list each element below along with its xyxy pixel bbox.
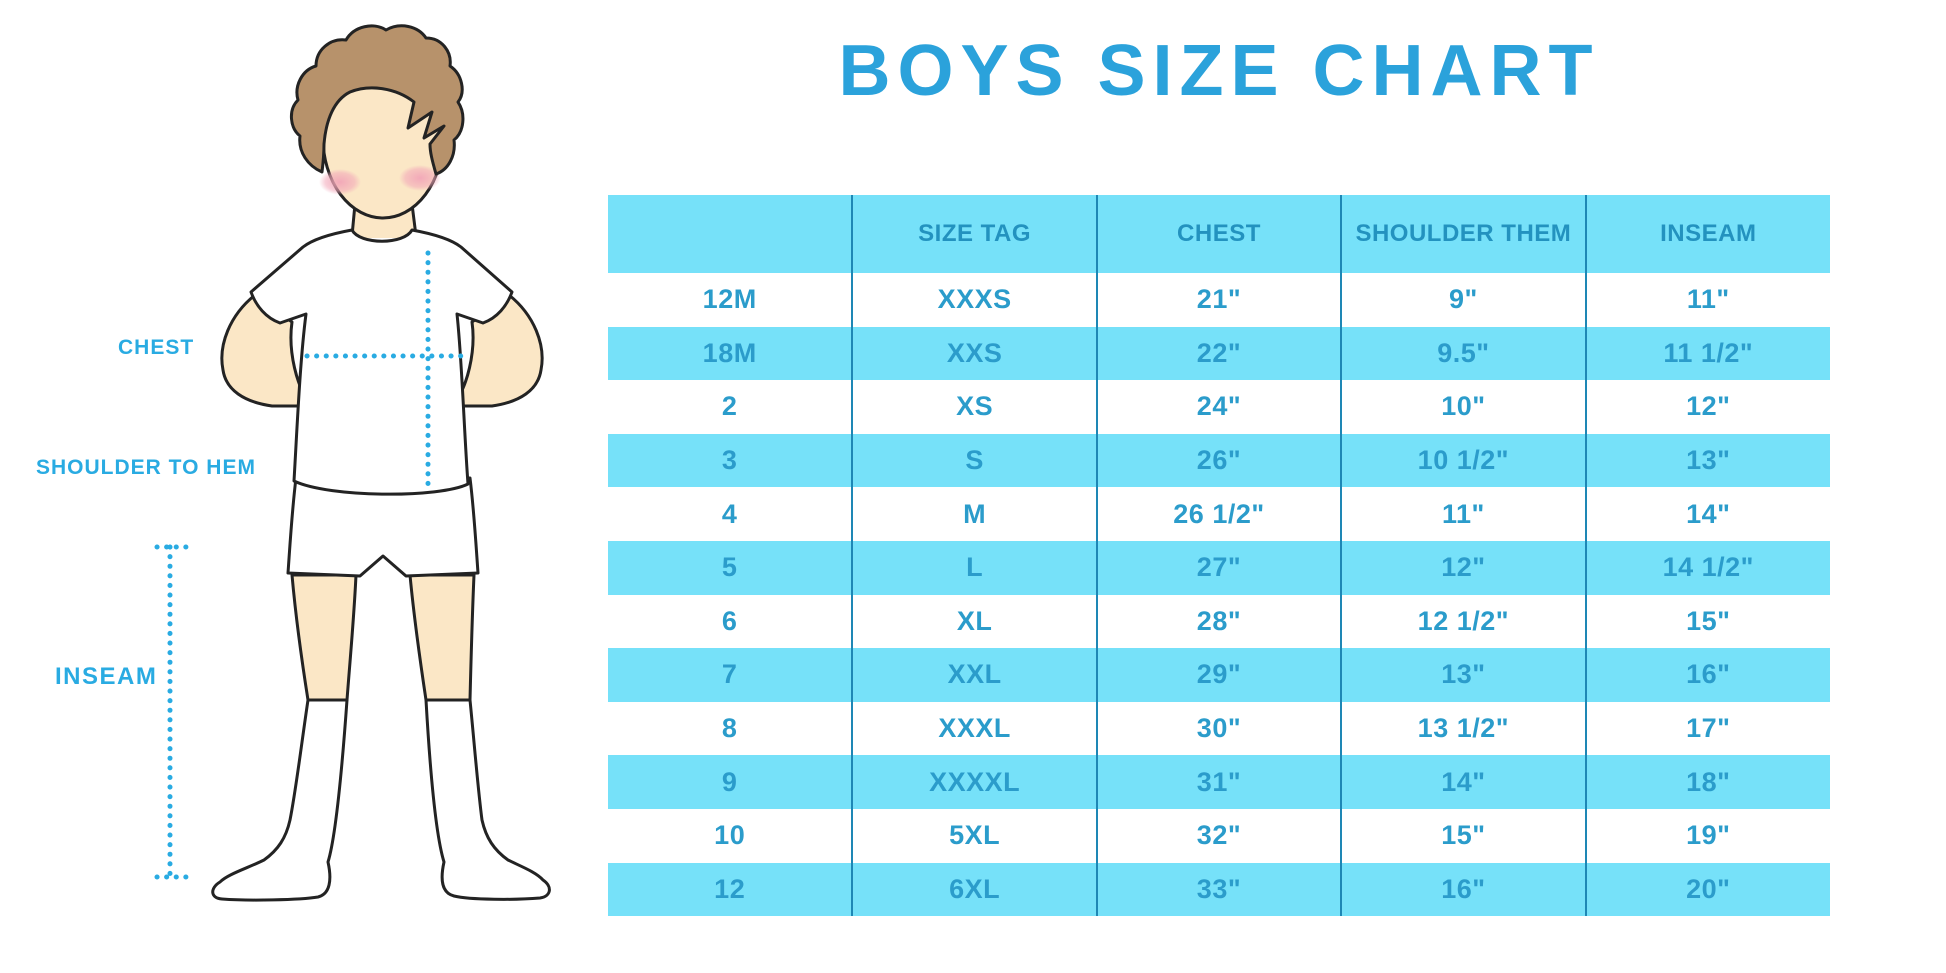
shoulder-to-hem-label: SHOULDER TO HEM xyxy=(36,456,256,479)
table-row: 18M XXS 22" 9.5" 11 1/2" xyxy=(608,326,1830,381)
value-cell: 9.5" xyxy=(1341,326,1587,381)
header-row: SIZE TAG CHEST SHOULDER THEM INSEAM xyxy=(608,195,1830,273)
size-cell: 18M xyxy=(608,326,854,381)
inseam-label: INSEAM xyxy=(55,663,158,690)
value-cell: 20" xyxy=(1686,873,1731,904)
value-cell: XL xyxy=(852,594,1098,649)
header-cell-size-tag: SIZE TAG xyxy=(852,195,1098,273)
value-cell: XXL xyxy=(852,648,1098,702)
header-cell-shoulder: SHOULDER THEM xyxy=(1341,195,1587,273)
table-row: 8 XXXL 30" 13 1/2" 17" xyxy=(608,701,1830,756)
size-cell: 6 xyxy=(608,594,854,649)
value-cell: 16" xyxy=(1341,862,1587,917)
table-row: 4 M 26 1/2" 11" 14" xyxy=(608,487,1830,541)
page-title: BOYS SIZE CHART xyxy=(838,31,1600,111)
table-row: 9 XXXXL 31" 14" 18" xyxy=(608,755,1830,809)
header-cell-blank xyxy=(608,195,854,273)
value-cell: 14" xyxy=(1341,755,1587,809)
value-cell: 33" xyxy=(1096,862,1343,917)
value-cell: 10 1/2" xyxy=(1341,433,1587,488)
value-cell: 13" xyxy=(1686,445,1731,476)
size-cell: 12 xyxy=(608,862,854,917)
table-row: 6 XL 28" 12 1/2" 15" xyxy=(608,594,1830,649)
size-cell: 7 xyxy=(608,648,854,702)
value-cell: 11 1/2" xyxy=(1663,337,1754,368)
value-cell: 18" xyxy=(1686,766,1731,797)
size-cell: 5 xyxy=(608,540,854,595)
value-cell: 27" xyxy=(1096,540,1343,595)
left-arm xyxy=(220,293,314,408)
value-cell: 11" xyxy=(1686,284,1730,315)
size-cell: 10 xyxy=(608,808,854,863)
value-cell: XXXL xyxy=(852,701,1098,756)
table-row: 12M XXXS 21" 9" 11" xyxy=(608,273,1830,327)
size-cell: 3 xyxy=(608,433,854,488)
size-cell: 4 xyxy=(608,487,854,541)
value-cell: 21" xyxy=(1096,273,1343,327)
chest-label: CHEST xyxy=(118,336,195,359)
size-cell: 12M xyxy=(608,273,854,327)
value-cell: 13 1/2" xyxy=(1341,701,1587,756)
value-cell: XXS xyxy=(852,326,1098,381)
table-row: 12 6XL 33" 16" 20" xyxy=(608,862,1830,917)
size-cell: 2 xyxy=(608,380,854,434)
value-cell: 29" xyxy=(1096,648,1343,702)
value-cell: 17" xyxy=(1686,713,1731,744)
value-cell: 10" xyxy=(1341,380,1587,434)
left-sock xyxy=(211,698,349,902)
value-cell: S xyxy=(852,433,1098,488)
header-cell-chest: CHEST xyxy=(1096,195,1343,273)
table-row: 5 L 27" 12" 14 1/2" xyxy=(608,540,1830,595)
value-cell: 13" xyxy=(1341,648,1587,702)
size-cell: 8 xyxy=(608,701,854,756)
value-cell: 26" xyxy=(1096,433,1343,488)
value-cell: XXXS xyxy=(852,273,1098,327)
header-cell-inseam: INSEAM xyxy=(1660,220,1757,247)
value-cell: 12" xyxy=(1341,540,1587,595)
size-table: SIZE TAG CHEST SHOULDER THEM INSEAM 12M X… xyxy=(608,195,1830,917)
value-cell: 14" xyxy=(1686,498,1731,529)
value-cell: 9" xyxy=(1341,273,1587,327)
value-cell: 6XL xyxy=(852,862,1098,917)
right-leg xyxy=(408,573,476,702)
size-table-header: SIZE TAG CHEST SHOULDER THEM INSEAM xyxy=(608,195,1830,273)
value-cell: 16" xyxy=(1686,659,1731,690)
table-row: 2 XS 24" 10" 12" xyxy=(608,380,1830,434)
hair xyxy=(290,24,465,176)
size-table-body: 12M XXXS 21" 9" 11" 18M XXS 22" 9.5" 11 1/2" 2 XS 24… xyxy=(608,273,1830,917)
value-cell: 26 1/2" xyxy=(1096,487,1343,541)
shorts xyxy=(286,476,480,578)
size-cell: 9 xyxy=(608,755,854,809)
table-row: 7 XXL 29" 13" 16" xyxy=(608,648,1830,702)
value-cell: 11" xyxy=(1341,487,1587,541)
value-cell: 5XL xyxy=(852,808,1098,863)
boy-figure xyxy=(154,24,551,902)
table-row: 10 5XL 32" 15" 19" xyxy=(608,808,1830,863)
value-cell: L xyxy=(852,540,1098,595)
value-cell: 12" xyxy=(1686,391,1731,422)
right-sock xyxy=(424,698,551,901)
value-cell: 31" xyxy=(1096,755,1343,809)
right-cheek-blush xyxy=(399,165,441,191)
value-cell: 12 1/2" xyxy=(1341,594,1587,649)
value-cell: 19" xyxy=(1686,820,1731,851)
value-cell: 22" xyxy=(1096,326,1343,381)
value-cell: 24" xyxy=(1096,380,1343,434)
value-cell: XS xyxy=(852,380,1098,434)
left-leg xyxy=(290,573,358,702)
value-cell: 30" xyxy=(1096,701,1343,756)
left-cheek-blush xyxy=(319,169,361,195)
value-cell: 28" xyxy=(1096,594,1343,649)
value-cell: 15" xyxy=(1686,605,1731,636)
value-cell: 15" xyxy=(1341,808,1587,863)
right-arm xyxy=(450,293,544,408)
shirt xyxy=(249,228,514,496)
value-cell: XXXXL xyxy=(852,755,1098,809)
value-cell: 32" xyxy=(1096,808,1343,863)
value-cell: M xyxy=(852,487,1098,541)
value-cell: 14 1/2" xyxy=(1662,552,1754,583)
table-row: 3 S 26" 10 1/2" 13" xyxy=(608,433,1830,488)
